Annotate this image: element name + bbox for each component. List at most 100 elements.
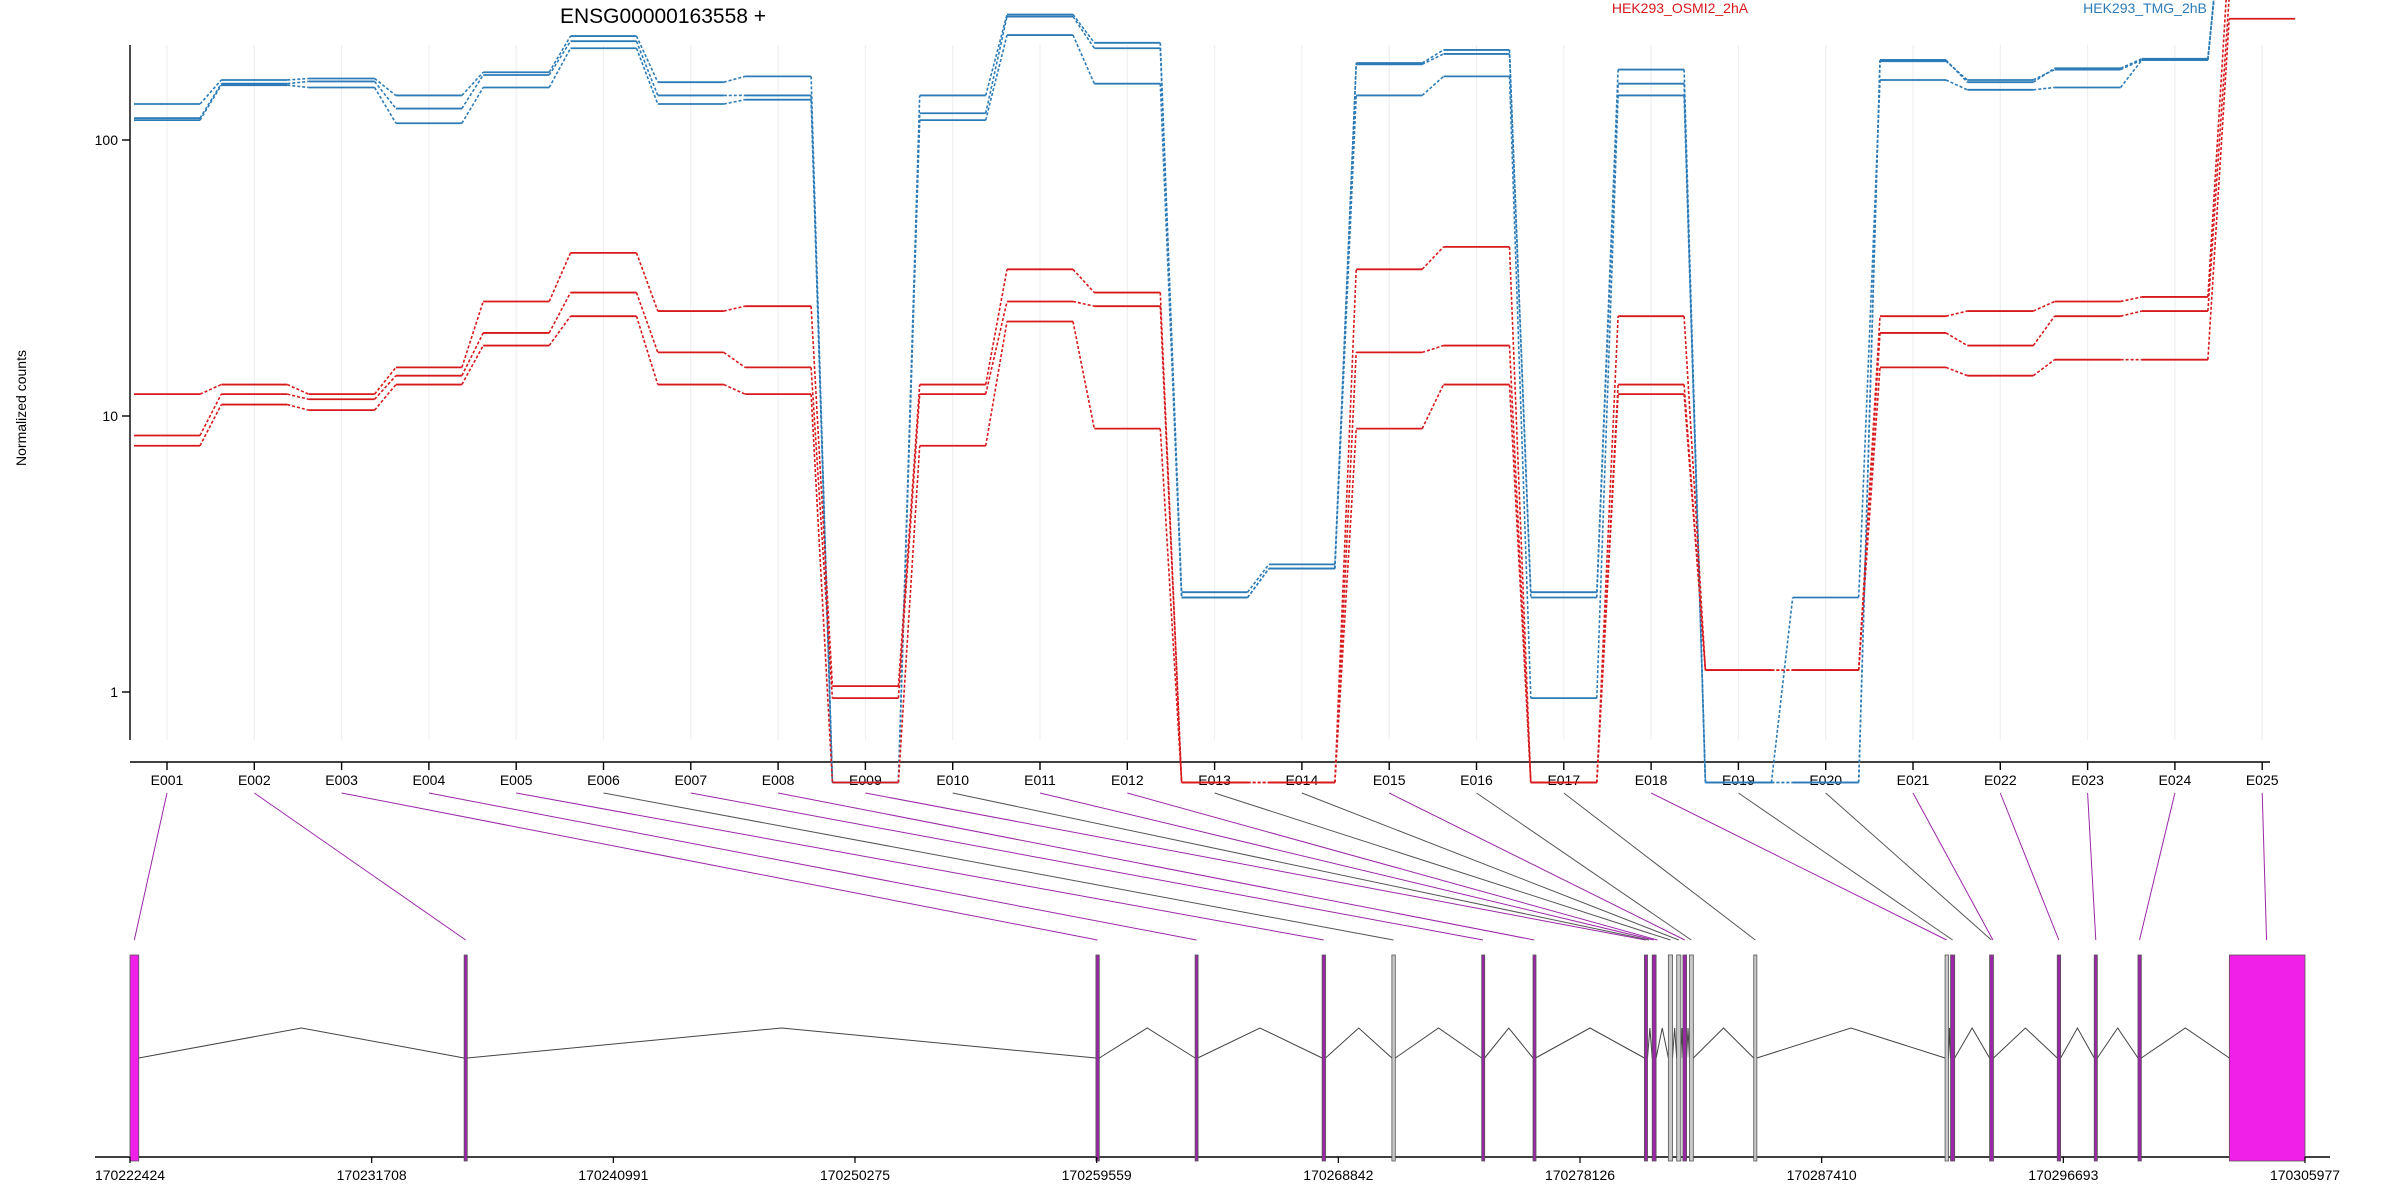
connector-E003	[341, 792, 1098, 941]
series-3-link-E006	[635, 47, 659, 105]
series-5-link-E005	[548, 292, 572, 334]
connector-E019	[1738, 792, 1953, 941]
series-5-link-E024	[2207, 0, 2230, 312]
intron-11	[1672, 1027, 1678, 1059]
x-tick-label-E017: E017	[1547, 772, 1580, 788]
legend-osmi2: HEK293_OSMI2_2hA	[1612, 0, 1749, 16]
y-tick-label-10: 10	[102, 408, 118, 424]
series-3-link-E011	[1072, 34, 1096, 84]
connector-E018	[1650, 792, 1947, 941]
series-5-link-E016	[1508, 345, 1532, 783]
series-lines	[134, 0, 2296, 784]
series-3-link-E003	[373, 87, 397, 124]
connector-E009	[865, 792, 1646, 941]
exon-5	[1321, 954, 1326, 1162]
exon-6	[1391, 954, 1396, 1162]
series-3-link-E018	[1683, 95, 1707, 783]
coord-tick-label-170259559: 170259559	[1062, 1167, 1132, 1183]
series-5-link-E021	[1945, 332, 1968, 347]
exon-22	[2228, 954, 2306, 1162]
x-tick-label-E003: E003	[325, 772, 358, 788]
series-5-link-E018	[1683, 384, 1707, 671]
series-1-link-E013	[1246, 563, 1270, 593]
series-1-link-E005	[548, 35, 572, 73]
series-3-link-E021	[1945, 79, 1968, 91]
y-tick-label-1: 1	[110, 684, 118, 700]
x-tick-label-E021: E021	[1897, 772, 1930, 788]
series-6-link-E001	[199, 404, 223, 447]
series-4-link-E001	[199, 383, 222, 395]
y-axis-label: Normalized counts	[13, 350, 29, 466]
series-4-link-E011	[1072, 268, 1095, 294]
vertical-gridlines	[166, 45, 2263, 740]
x-tick-label-E011: E011	[1024, 772, 1056, 788]
intron-18	[1993, 1027, 2058, 1059]
series-6-link-E009	[897, 445, 921, 783]
intron-17	[1954, 1027, 1991, 1059]
connector-E002	[254, 792, 466, 941]
series-4-link-E005	[548, 252, 572, 302]
intron-13	[1686, 1027, 1690, 1059]
exon-12	[1676, 954, 1682, 1162]
exon-connection-lines	[133, 792, 2268, 941]
series-4-link-E008	[810, 306, 834, 687]
x-tick-label-E009: E009	[849, 772, 882, 788]
series-1-link-E006	[635, 35, 659, 83]
y-tick-label-100: 100	[95, 132, 119, 148]
connector-E023	[2087, 792, 2097, 941]
exon-21	[2137, 954, 2142, 1162]
series-1-link-E004	[461, 71, 484, 97]
intron-14	[1692, 1027, 1755, 1059]
series-1-link-E023	[2120, 59, 2143, 71]
connector-E022	[1999, 792, 2060, 941]
connector-E017	[1563, 792, 1756, 941]
x-tick-label-E005: E005	[500, 772, 533, 788]
series-4-link-E007	[723, 305, 746, 312]
series-6-link-E022	[2032, 359, 2056, 377]
series-1-link-E002	[287, 77, 309, 81]
x-tick-label-E018: E018	[1635, 772, 1668, 788]
exon-18	[1989, 954, 1994, 1162]
coord-tick-label-170287410: 170287410	[1787, 1167, 1857, 1183]
intron-20	[2096, 1027, 2139, 1059]
series-5-link-E023	[2120, 310, 2143, 317]
exon-8	[1532, 954, 1537, 1162]
series-3-link-E022	[2033, 86, 2055, 91]
connector-E016	[1476, 792, 1692, 941]
series-1-link-E011	[1072, 13, 1095, 44]
series-3-link-E024	[2207, 0, 2215, 61]
series-3-link-E016	[1508, 76, 1532, 699]
exon-7	[1481, 954, 1486, 1162]
x-tick-label-E019: E019	[1722, 772, 1755, 788]
series-2-link-E021	[1945, 59, 1968, 83]
intron-5	[1325, 1027, 1393, 1059]
series-2-link-E020	[1857, 59, 1881, 783]
intron-3	[1099, 1027, 1196, 1059]
series-4-link-E015	[1421, 246, 1445, 270]
series-6-link-E010	[984, 321, 1008, 446]
coord-tick-label-170305977: 170305977	[2270, 1167, 2340, 1183]
x-tick-label-E008: E008	[762, 772, 795, 788]
exon-4	[1194, 954, 1199, 1162]
exon-17	[1950, 954, 1956, 1162]
series-4-link-E023	[2120, 296, 2143, 303]
series-6-link-E021	[1945, 366, 1968, 377]
intron-2	[467, 1027, 1096, 1059]
series-4-link-E022	[2032, 300, 2055, 312]
series-4-link-E018	[1683, 316, 1707, 671]
intron-10	[1655, 1027, 1669, 1059]
series-5-link-E001	[199, 393, 223, 436]
exon-15	[1753, 954, 1758, 1162]
exon-11	[1667, 954, 1673, 1162]
series-2-link-E002	[287, 80, 309, 85]
series-3-link-E023	[2119, 59, 2143, 88]
x-tick-label-E024: E024	[2159, 772, 2192, 788]
series-4-link-E010	[984, 269, 1008, 385]
series-5-link-E009	[897, 394, 921, 699]
connector-E010	[952, 792, 1650, 941]
x-tick-label-E010: E010	[936, 772, 969, 788]
series-1-link-E015	[1421, 49, 1444, 64]
exon-2	[463, 954, 468, 1162]
connector-E013	[1214, 792, 1671, 941]
